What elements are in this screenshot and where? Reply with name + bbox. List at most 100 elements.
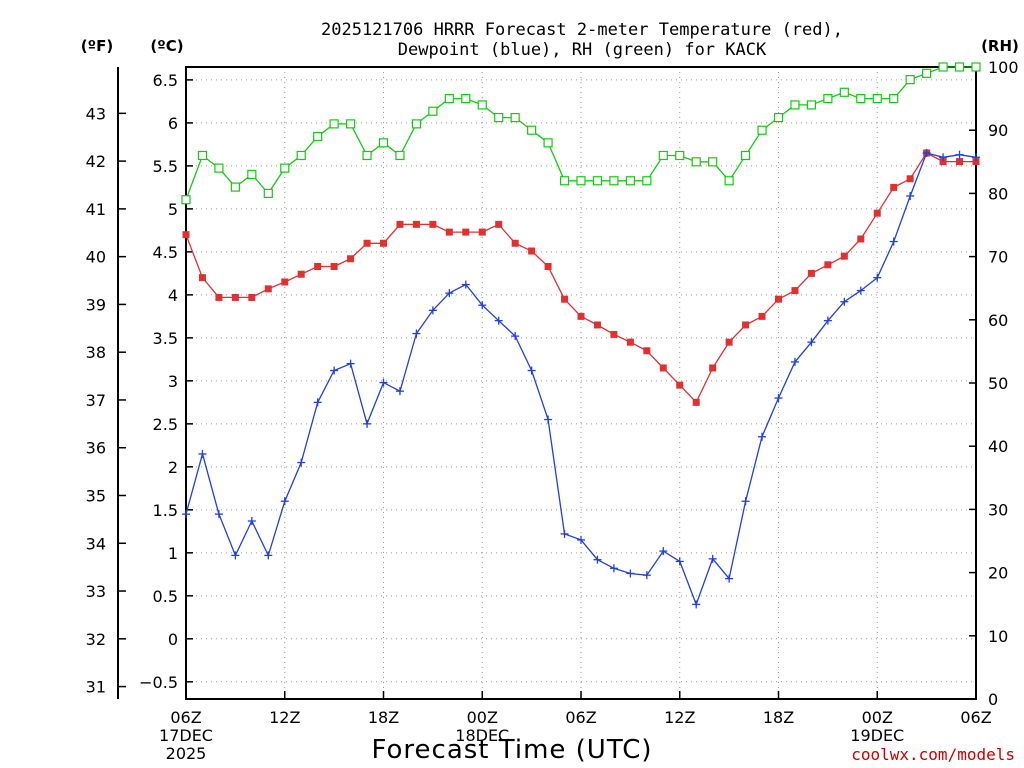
rh-tick-label: 10 <box>988 627 1008 646</box>
temperature-point <box>412 220 420 228</box>
temperature-point <box>758 312 766 320</box>
dewpoint-point <box>609 564 618 573</box>
temperature-point <box>281 278 289 286</box>
rh-point <box>708 157 718 167</box>
dewpoint-point <box>675 557 684 566</box>
dewpoint-point <box>461 280 470 289</box>
temperature-point <box>314 262 322 270</box>
rh-point <box>839 87 849 97</box>
gridlines <box>186 67 976 699</box>
rh-point <box>856 93 866 104</box>
celsius-tick-label: 4 <box>168 286 178 305</box>
dewpoint-point <box>807 338 816 347</box>
temperature-point <box>511 239 519 247</box>
rh-point <box>823 93 833 104</box>
temperature-point <box>215 293 223 301</box>
rh-point <box>905 75 915 85</box>
dewpoint-point <box>214 510 223 519</box>
dewpoint-point <box>873 273 882 282</box>
x-tick-label: 17DEC <box>159 726 213 745</box>
temperature-point <box>692 398 700 406</box>
celsius-tick-label: 1 <box>168 544 178 563</box>
temperature-point <box>248 293 256 301</box>
fahrenheit-tick-label: 33 <box>86 582 106 601</box>
rh-tick-label: 100 <box>988 58 1019 77</box>
rh-point <box>691 157 701 167</box>
dewpoint-point <box>379 378 388 387</box>
rh-point <box>625 176 635 186</box>
dewpoint-point <box>478 301 487 310</box>
temperature-point <box>972 158 980 166</box>
credit-text[interactable]: coolwx.com/models <box>851 745 1015 764</box>
temperature-point <box>840 252 848 260</box>
rh-tick-label: 90 <box>988 121 1008 140</box>
temperature-point <box>676 381 684 389</box>
temperature-point <box>380 239 387 247</box>
dewpoint-point <box>395 387 404 396</box>
dewpoint-point <box>823 316 832 325</box>
fahrenheit-tick-label: 37 <box>86 391 106 410</box>
fahrenheit-tick-label: 32 <box>86 630 106 649</box>
dewpoint-point <box>692 600 701 609</box>
temperature-point <box>297 270 305 278</box>
dewpoint-point <box>889 237 898 246</box>
rh-point <box>510 112 520 123</box>
fahrenheit-tick-label: 42 <box>86 152 106 171</box>
dewpoint-point <box>708 554 717 563</box>
rh-point <box>559 176 570 186</box>
dewpoint-point <box>363 419 372 428</box>
rh-point <box>494 112 504 123</box>
dewpoint-point <box>906 191 915 200</box>
fahrenheit-tick-label: 38 <box>86 343 106 362</box>
fahrenheit-tick-label: 35 <box>86 486 106 505</box>
temperature-point <box>742 321 750 329</box>
dewpoint-point <box>544 415 553 424</box>
rh-tick-label: 60 <box>988 311 1008 330</box>
dewpoint-point <box>659 547 668 556</box>
rh-unit-label: (RH) <box>981 37 1019 55</box>
title-line-2: Dewpoint (blue), RH (green) for KACK <box>398 40 767 60</box>
temperature-point <box>807 269 815 277</box>
temperature-point <box>396 220 404 228</box>
dewpoint-point <box>725 574 734 583</box>
dewpoint-point <box>330 366 339 375</box>
temperature-point <box>709 364 717 372</box>
dewpoint-point <box>758 432 767 441</box>
rh-point <box>954 62 965 72</box>
fahrenheit-tick-label: 43 <box>86 104 106 123</box>
rh-point <box>197 150 208 161</box>
celsius-tick-label: 0 <box>168 630 178 649</box>
rh-point <box>345 119 356 129</box>
axes <box>117 66 977 700</box>
rh-point <box>773 112 784 123</box>
rh-point <box>527 125 537 135</box>
rh-point <box>362 150 372 161</box>
fahrenheit-tick-label: 31 <box>86 678 106 697</box>
x-tick-label: 12Z <box>269 708 300 727</box>
dewpoint-point <box>527 366 536 375</box>
rh-point <box>296 150 306 161</box>
chart-title: 2025121706 HRRR Forecast 2-meter Tempera… <box>321 20 843 60</box>
celsius-tick-label: 3 <box>168 372 178 391</box>
fahrenheit-unit-label: (ºF) <box>81 37 113 55</box>
dewpoint-point <box>955 150 964 159</box>
dewpoint-point <box>741 497 750 506</box>
tick-labels: −0.5 0 0.5 1 1.5 2 2.5 3 3.5 4 4.5 5 5.5 6 6.5 31 32 33 34… <box>86 58 1019 763</box>
fahrenheit-tick-label: 39 <box>86 295 106 314</box>
dewpoint-point <box>198 449 207 458</box>
x-tick-label: 06Z <box>565 708 596 727</box>
dewpoint-point <box>231 551 240 560</box>
temperature-point <box>956 158 964 166</box>
x-tick-label: 18Z <box>763 708 794 727</box>
rh-point <box>477 100 487 110</box>
celsius-tick-label: 6 <box>168 114 178 133</box>
dewpoint-point <box>939 153 948 162</box>
dewpoint-point <box>856 286 865 295</box>
x-tick-label: 18DEC <box>455 726 509 745</box>
temperature-point <box>824 261 832 269</box>
rh-tick-label: 0 <box>988 690 998 709</box>
rh-point <box>247 169 257 180</box>
rh-point <box>642 176 652 186</box>
rh-point <box>806 100 817 110</box>
